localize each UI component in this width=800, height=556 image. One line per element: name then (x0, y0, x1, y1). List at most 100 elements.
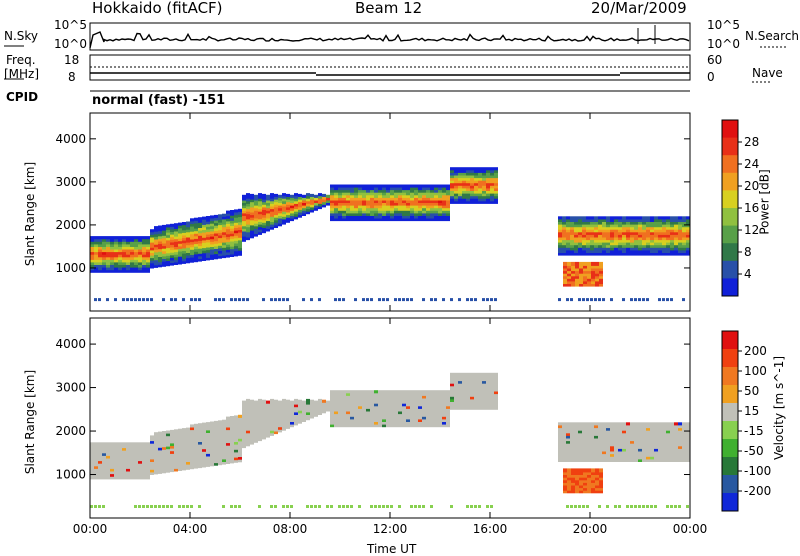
heatmap-cell (174, 249, 178, 253)
heatmap-cell (562, 448, 566, 452)
heatmap-cell (650, 422, 654, 426)
heatmap-cell (238, 451, 242, 455)
heatmap-cell (142, 468, 146, 472)
heatmap-cell (226, 434, 230, 438)
heatmap-cell (382, 405, 386, 409)
heatmap-cell (474, 372, 478, 376)
heatmap-cell (302, 418, 306, 422)
heatmap-cell (266, 405, 270, 409)
heatmap-cell (98, 238, 102, 242)
velocity-colorbar-tick-label: 200 (744, 344, 767, 358)
heatmap-cell (650, 229, 654, 233)
heatmap-cell (622, 435, 626, 439)
heatmap-cell (486, 185, 490, 189)
heatmap-cell (214, 243, 218, 247)
heatmap-cell (450, 380, 454, 384)
heatmap-cell (362, 411, 366, 415)
heatmap-cell (254, 199, 258, 203)
heatmap-cell (306, 193, 310, 197)
heatmap-cell (294, 401, 298, 405)
heatmap-cell (194, 452, 198, 456)
heatmap-cell (686, 422, 690, 426)
velocity-ylabel: Slant Range [km] (23, 369, 38, 475)
heatmap-cell (230, 225, 234, 229)
heatmap-cell (370, 218, 374, 222)
heatmap-cell (582, 440, 586, 444)
heatmap-cell (574, 252, 578, 256)
heatmap-cell (294, 409, 298, 413)
heatmap-cell (494, 404, 498, 408)
heatmap-cell (222, 221, 226, 225)
heatmap-cell (206, 440, 210, 444)
heatmap-cell (158, 505, 161, 508)
heatmap-cell (122, 241, 126, 245)
velocity-colorbar-tick-label: 50 (744, 384, 759, 398)
heatmap-cell (282, 213, 286, 217)
heatmap-cell (410, 405, 414, 409)
heatmap-cell (178, 436, 182, 440)
heatmap-cell (138, 243, 142, 247)
heatmap-cell (130, 241, 134, 245)
heatmap-cell (310, 399, 314, 403)
heatmap-cell (594, 244, 598, 248)
heatmap-cell (390, 403, 394, 407)
heatmap-cell (486, 177, 490, 181)
heatmap-cell (94, 236, 98, 240)
heatmap-cell (170, 448, 174, 452)
heatmap-cell (158, 233, 162, 237)
heatmap-cell (390, 212, 394, 216)
heatmap-cell (606, 242, 610, 246)
heatmap-cell (402, 194, 406, 198)
heatmap-cell (226, 220, 230, 224)
heatmap-cell (482, 177, 486, 181)
heatmap-cell (462, 200, 466, 204)
heatmap-cell (670, 445, 674, 449)
heatmap-cell (142, 269, 146, 273)
heatmap-cell (350, 207, 354, 211)
heatmap-cell (591, 274, 595, 279)
heatmap-cell (474, 195, 478, 199)
heatmap-cell (254, 418, 258, 422)
heatmap-cell (278, 205, 282, 209)
heatmap-cell (446, 400, 450, 404)
heatmap-cell (618, 252, 622, 256)
heatmap-cell (370, 194, 374, 198)
heatmap-cell (586, 438, 590, 442)
heatmap-cell (262, 399, 266, 403)
heatmap-cell (574, 435, 578, 439)
heatmap-cell (138, 463, 142, 467)
heatmap-cell (242, 403, 246, 407)
heatmap-cell (126, 264, 130, 268)
heatmap-cell (579, 280, 583, 284)
heatmap-cell (382, 212, 386, 216)
heatmap-cell (610, 237, 614, 241)
heatmap-cell (494, 182, 498, 186)
heatmap-cell (575, 476, 579, 481)
heatmap-cell (254, 197, 258, 201)
heatmap-cell (114, 261, 118, 265)
heatmap-cell (150, 505, 153, 508)
heatmap-cell (390, 189, 394, 193)
heatmap-cell (686, 505, 689, 508)
heatmap-cell (278, 424, 282, 428)
heatmap-cell (470, 298, 473, 302)
heatmap-cell (382, 398, 386, 402)
heatmap-cell (575, 277, 579, 282)
heatmap-cell (218, 247, 222, 251)
heatmap-cell (446, 207, 450, 211)
heatmap-cell (438, 390, 442, 394)
heatmap-cell (583, 264, 587, 269)
heatmap-cell (638, 422, 642, 426)
heatmap-cell (246, 193, 250, 197)
heatmap-cell (122, 243, 126, 247)
heatmap-cell (302, 202, 306, 206)
heatmap-cell (214, 248, 218, 252)
heatmap-cell (122, 236, 126, 240)
heatmap-cell (374, 205, 378, 209)
heatmap-cell (150, 458, 154, 462)
heatmap-cell (474, 398, 478, 402)
heatmap-cell (571, 274, 575, 279)
heatmap-cell (646, 237, 650, 241)
heatmap-cell (666, 448, 670, 452)
heatmap-cell (342, 390, 346, 394)
